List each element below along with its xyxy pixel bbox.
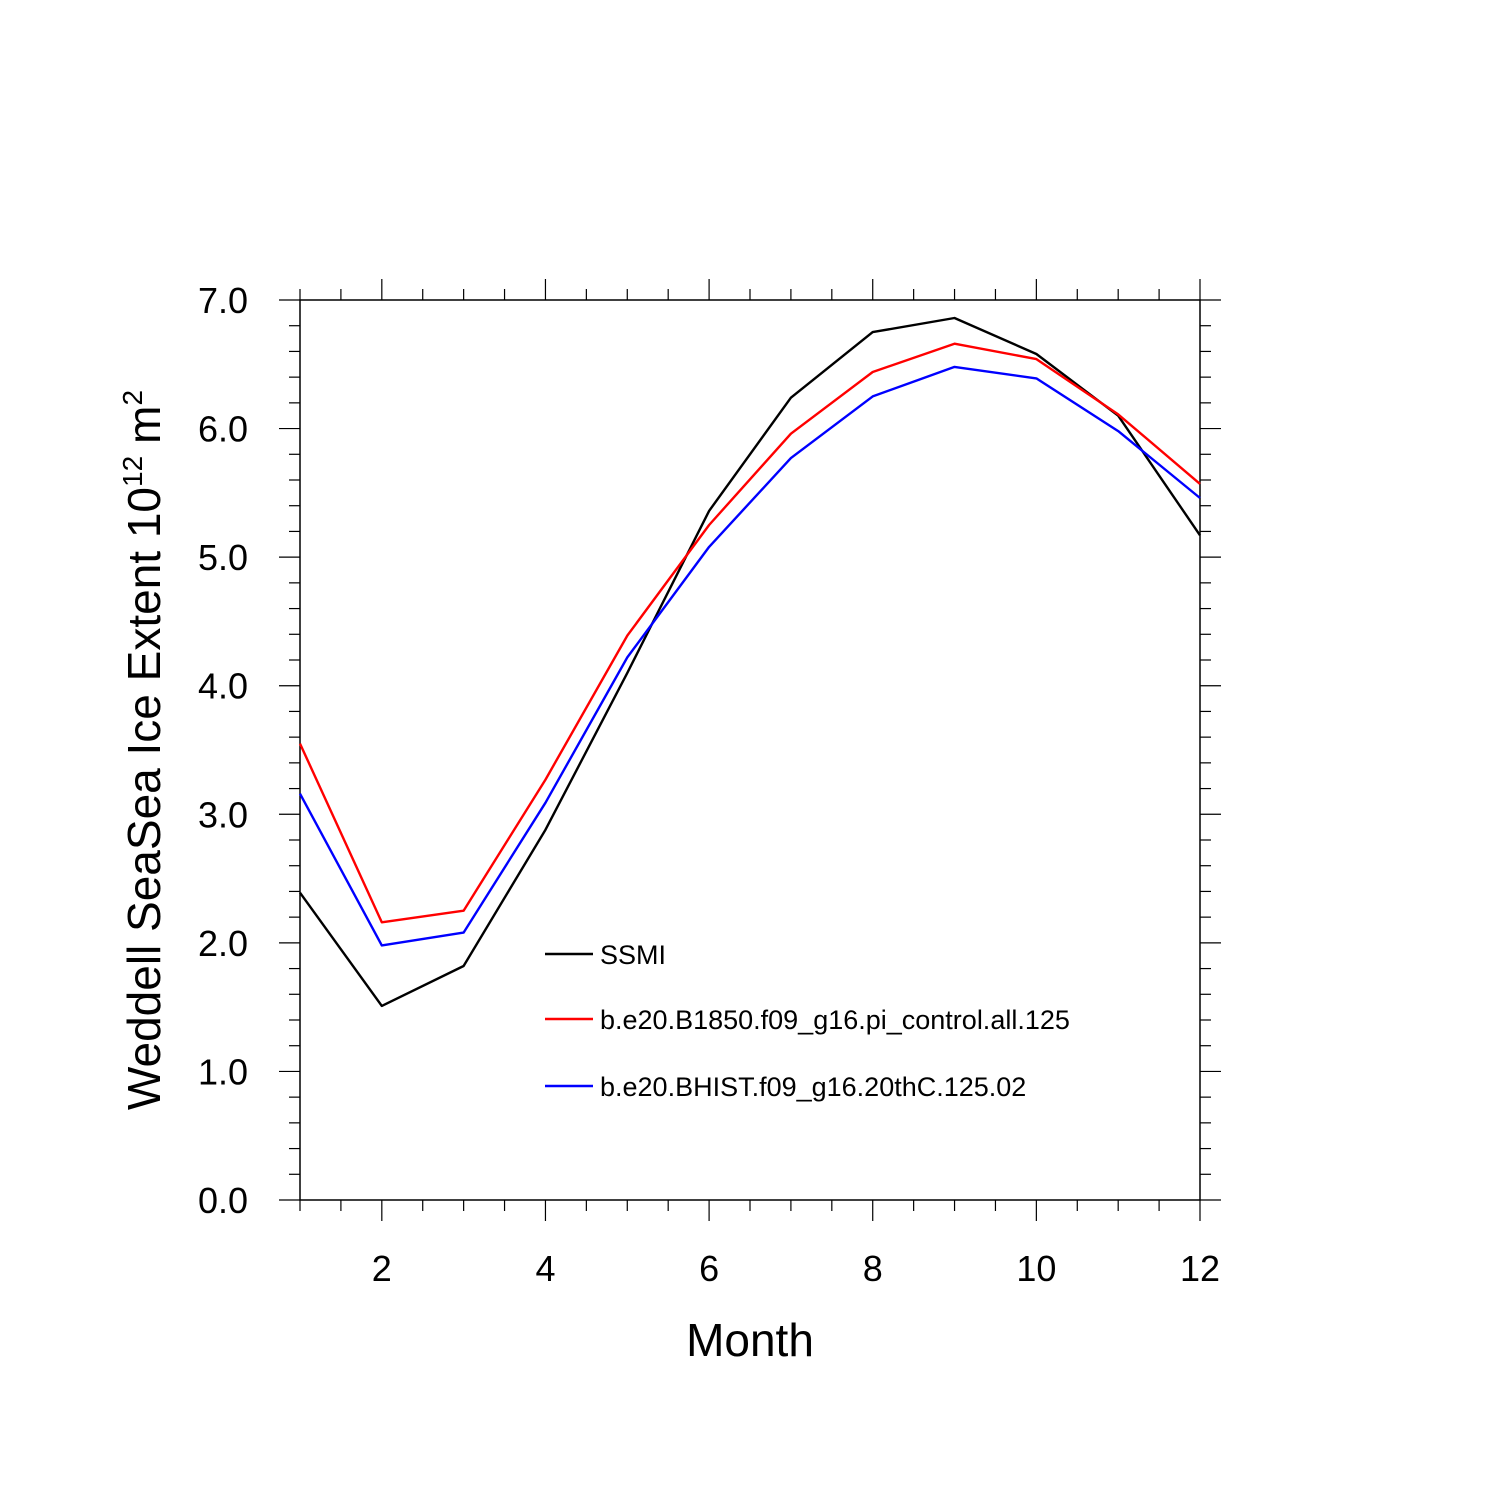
legend-label: b.e20.BHIST.f09_g16.20thC.125.02 xyxy=(600,1072,1026,1102)
series-layer xyxy=(298,316,1201,1008)
y-tick-label: 6.0 xyxy=(198,409,248,450)
y-axis-title-exponent: 12 xyxy=(117,456,148,487)
y-axis-title-unit-exponent: 2 xyxy=(117,390,148,406)
x-tick-label: 12 xyxy=(1180,1248,1220,1289)
y-axis-title: Weddell SeaSea Ice Extent 1012 m2 xyxy=(117,390,170,1110)
tick-labels: 2 4 6 8 10 12 0.0 1.0 2.0 3.0 4.0 5.0 6.0 7.0 xyxy=(198,280,1220,1289)
x-axis-title: Month xyxy=(686,1314,814,1366)
x-tick-label: 10 xyxy=(1016,1248,1056,1289)
series-line-2 xyxy=(298,342,1201,924)
y-tick-label: 3.0 xyxy=(198,794,248,835)
x-tick-label: 2 xyxy=(372,1248,392,1289)
legend-label: b.e20.B1850.f09_g16.pi_control.all.125 xyxy=(600,1005,1070,1035)
y-tick-label: 7.0 xyxy=(198,280,248,321)
y-axis-title-unit: m xyxy=(118,405,170,443)
series-line-1 xyxy=(299,316,1201,1008)
y-tick-label: 5.0 xyxy=(198,537,248,578)
axis-ticks xyxy=(279,279,1221,1221)
y-tick-label: 1.0 xyxy=(198,1051,248,1092)
y-axis-title-main: Weddell SeaSea Ice Extent 10 xyxy=(118,487,170,1110)
x-tick-label: 4 xyxy=(535,1248,555,1289)
legend-label: SSMI xyxy=(600,940,666,970)
x-tick-label: 6 xyxy=(699,1248,719,1289)
series-line-3 xyxy=(298,365,1201,947)
plot-frame xyxy=(299,299,1201,1201)
legend: SSMI b.e20.B1850.f09_g16.pi_control.all.1… xyxy=(545,940,1070,1102)
y-tick-label: 2.0 xyxy=(198,923,248,964)
y-tick-label: 4.0 xyxy=(198,666,248,707)
x-tick-label: 8 xyxy=(863,1248,883,1289)
y-tick-label: 0.0 xyxy=(198,1180,248,1221)
